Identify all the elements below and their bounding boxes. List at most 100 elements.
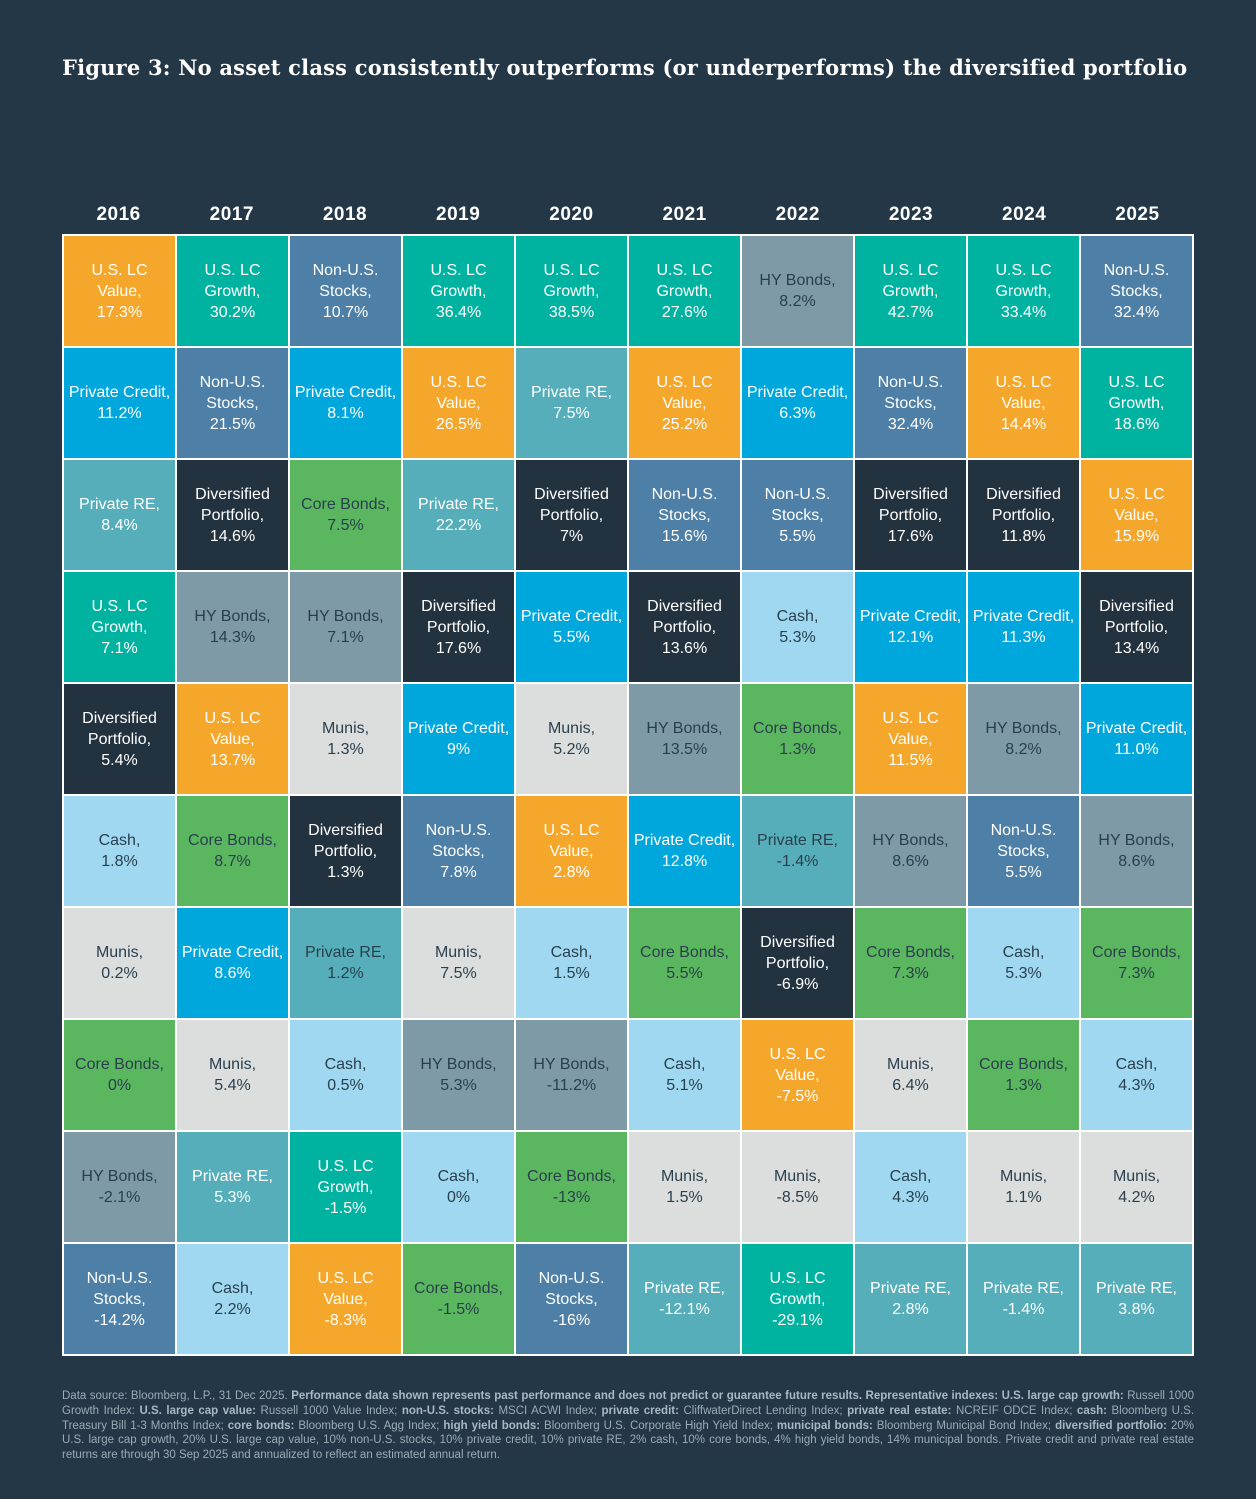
return-cell-cash: Cash, 0.5% [290, 1020, 401, 1130]
return-cell-div: Diversified Portfolio, 14.6% [177, 460, 288, 570]
cell-asset-label: Munis, [1112, 1168, 1161, 1185]
cell-value: 7.1% [101, 639, 138, 657]
cell-asset-label: U.S. LC Growth, [430, 261, 487, 300]
cell-value: 25.2% [661, 415, 708, 433]
cell-asset-label: Cash, [324, 1056, 367, 1073]
cell-value: 4.2% [1118, 1189, 1155, 1206]
cell-value: 8.2% [779, 293, 816, 310]
cell-asset-label: U.S. LC Growth, [882, 261, 939, 300]
cell-asset-label: Munis, [886, 1056, 935, 1073]
cell-asset-label: U.S. LC Growth, [995, 261, 1052, 300]
return-cell-credit: Private Credit, 9% [403, 684, 514, 794]
cell-value: 2.2% [214, 1301, 251, 1318]
cell-asset-label: Diversified Portfolio, [534, 485, 609, 524]
cell-value: 14.6% [209, 527, 256, 545]
return-cell-nonus: Non-U.S. Stocks, 10.7% [290, 236, 401, 346]
cell-value: 36.4% [435, 303, 482, 321]
cell-value: -13% [552, 1189, 591, 1206]
cell-value: 8.7% [214, 853, 251, 870]
return-cell-growth: U.S. LC Growth, 18.6% [1081, 348, 1192, 458]
return-cell-credit: Private Credit, 12.1% [855, 572, 966, 682]
cell-asset-label: Private Credit, [294, 384, 397, 401]
cell-value: 32.4% [887, 415, 934, 433]
return-cell-re: Private RE, -1.4% [742, 796, 853, 906]
cell-value: 12.1% [887, 629, 934, 646]
cell-asset-label: Private RE, [79, 496, 160, 513]
return-cell-div: Diversified Portfolio, -6.9% [742, 908, 853, 1018]
cell-asset-label: Diversified Portfolio, [873, 485, 948, 524]
return-cell-value: U.S. LC Value, 11.5% [855, 684, 966, 794]
return-cell-core: Core Bonds, 5.5% [629, 908, 740, 1018]
return-cell-hy: HY Bonds, 8.2% [968, 684, 1079, 794]
return-cell-re: Private RE, 1.2% [290, 908, 401, 1018]
return-cell-hy: HY Bonds, 8.2% [742, 236, 853, 346]
cell-asset-label: U.S. LC Growth, [204, 261, 261, 300]
return-cell-nonus: Non-U.S. Stocks, 5.5% [968, 796, 1079, 906]
return-cell-growth: U.S. LC Growth, -29.1% [742, 1244, 853, 1354]
cell-asset-label: Non-U.S. Stocks, [1103, 261, 1170, 300]
cell-asset-label: Munis, [660, 1168, 709, 1185]
cell-asset-label: Non-U.S. Stocks, [764, 485, 831, 524]
cell-value: -8.5% [776, 1189, 819, 1206]
cell-asset-label: Cash, [1115, 1056, 1158, 1073]
cell-value: -11.2% [546, 1077, 597, 1094]
cell-value: -29.1% [772, 1311, 823, 1329]
return-cell-nonus: Non-U.S. Stocks, 5.5% [742, 460, 853, 570]
cell-asset-label: Cash, [98, 832, 141, 849]
year-label: 2021 [662, 204, 707, 225]
cell-value: 7.5% [327, 517, 364, 534]
return-cell-hy: HY Bonds, 8.6% [855, 796, 966, 906]
cell-value: 5.1% [666, 1077, 703, 1094]
cell-asset-label: HY Bonds, [194, 608, 271, 625]
return-cell-growth: U.S. LC Growth, 27.6% [629, 236, 740, 346]
cell-value: 1.3% [1005, 1077, 1042, 1094]
cell-asset-label: U.S. LC Growth, [769, 1269, 826, 1308]
return-cell-nonus: Non-U.S. Stocks, -16% [516, 1244, 627, 1354]
cell-value: 9% [446, 741, 471, 758]
year-label: 2025 [1115, 204, 1160, 225]
footnote-bold-segment: Performance data shown represents past p… [291, 1390, 1124, 1402]
cell-asset-label: Core Bonds, [75, 1056, 164, 1073]
cell-asset-label: Core Bonds, [640, 944, 729, 961]
cell-asset-label: Non-U.S. Stocks, [877, 373, 944, 412]
footnote-segment: Bloomberg U.S. Agg Index; [294, 1419, 444, 1432]
cell-asset-label: Non-U.S. Stocks, [990, 821, 1057, 860]
return-cell-div: Diversified Portfolio, 17.6% [855, 460, 966, 570]
cell-asset-label: HY Bonds, [533, 1056, 610, 1073]
cell-value: 15.9% [1113, 527, 1160, 545]
return-cell-growth: U.S. LC Growth, 7.1% [64, 572, 175, 682]
cell-asset-label: Core Bonds, [301, 496, 390, 513]
cell-asset-label: Cash, [1002, 944, 1045, 961]
return-cell-munis: Munis, 1.3% [290, 684, 401, 794]
cell-value: 5.3% [779, 629, 816, 646]
cell-value: 14.4% [1000, 415, 1047, 433]
return-cell-growth: U.S. LC Growth, 36.4% [403, 236, 514, 346]
footnote: Data source: Bloomberg, L.P., 31 Dec 202… [62, 1389, 1194, 1463]
cell-value: -6.9% [776, 975, 819, 993]
cell-asset-label: HY Bonds, [646, 720, 723, 737]
returns-grid: U.S. LC Value, 17.3% U.S. LC Growth, 30.2% N… [62, 234, 1194, 1356]
cell-value: 13.7% [209, 751, 256, 769]
return-cell-credit: Private Credit, 8.6% [177, 908, 288, 1018]
cell-value: 8.4% [101, 517, 138, 534]
return-cell-credit: Private Credit, 11.3% [968, 572, 1079, 682]
cell-asset-label: Private Credit, [407, 720, 510, 737]
return-cell-credit: Private Credit, 12.8% [629, 796, 740, 906]
cell-asset-label: U.S. LC Value, [204, 709, 261, 748]
return-cell-munis: Munis, 1.1% [968, 1132, 1079, 1242]
cell-value: 7% [559, 527, 584, 545]
return-cell-div: Diversified Portfolio, 13.4% [1081, 572, 1192, 682]
cell-value: 11.8% [1001, 527, 1046, 545]
return-cell-nonus: Non-U.S. Stocks, 15.6% [629, 460, 740, 570]
cell-asset-label: Cash, [889, 1168, 932, 1185]
cell-value: 1.3% [327, 741, 364, 758]
return-cell-cash: Cash, 4.3% [1081, 1020, 1192, 1130]
cell-asset-label: Diversified Portfolio, [308, 821, 383, 860]
cell-value: 8.6% [1118, 853, 1155, 870]
cell-value: 30.2% [209, 303, 256, 321]
cell-asset-label: U.S. LC Value, [543, 821, 600, 860]
cell-asset-label: HY Bonds, [985, 720, 1062, 737]
cell-asset-label: Diversified Portfolio, [760, 933, 835, 972]
cell-asset-label: Diversified Portfolio, [1099, 597, 1174, 636]
return-cell-cash: Cash, 1.8% [64, 796, 175, 906]
